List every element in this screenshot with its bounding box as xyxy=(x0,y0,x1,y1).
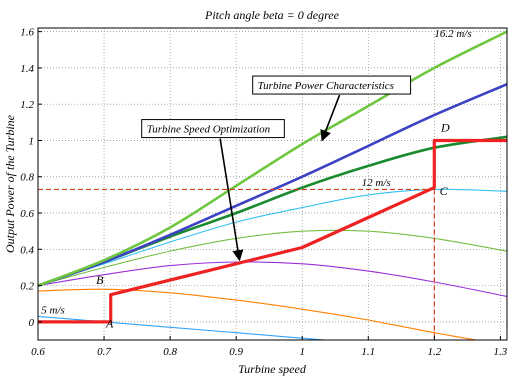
y-tick-label: 0.8 xyxy=(20,172,34,184)
plot-frame xyxy=(37,27,508,341)
x-tick-label: 0.8 xyxy=(163,346,177,358)
series-line-8 xyxy=(38,30,507,287)
annotation-label: 12 m/s xyxy=(362,177,391,189)
x-tick-label: 1.2 xyxy=(427,346,441,358)
annotation-label: 5 m/s xyxy=(41,305,65,317)
y-tick-label: 0.4 xyxy=(20,244,34,256)
x-tick-label: 1 xyxy=(299,346,305,358)
x-tick-label: 1.3 xyxy=(494,346,508,358)
x-axis-ticks: 0.6 0.7 0.8 0.9 1 1.1 1.2 1.3 xyxy=(31,336,508,358)
point-label: C xyxy=(440,184,449,198)
annotation-layer: 16.2 m/s 12 m/s 5 m/s Turbine Power Charact… xyxy=(41,28,471,317)
annotation-box xyxy=(252,75,412,95)
series-line-5 xyxy=(38,188,507,287)
series-line-7 xyxy=(38,83,507,287)
point-label: D xyxy=(440,120,450,134)
series-line-3 xyxy=(38,261,507,298)
y-tick-label: 0.2 xyxy=(20,281,34,293)
annotation-arrow xyxy=(219,138,244,262)
series-line-4 xyxy=(38,229,507,287)
point-label: B xyxy=(96,273,104,287)
chart-title: Pitch angle beta = 0 degree xyxy=(204,8,340,22)
y-tick-label: 0 xyxy=(29,317,35,329)
annotation-label: Turbine Speed Optimization xyxy=(147,124,271,136)
annotation-label: 16.2 m/s xyxy=(434,28,471,40)
series-line-2 xyxy=(38,288,479,340)
x-tick-label: 0.7 xyxy=(97,346,111,358)
series-line-6 xyxy=(38,135,507,287)
x-tick-label: 0.9 xyxy=(229,346,243,358)
y-tick-label: 1.2 xyxy=(20,99,34,111)
point-label: A xyxy=(105,316,114,330)
y-tick-label: 1.4 xyxy=(20,63,34,75)
annotation-box xyxy=(141,119,285,139)
y-axis-ticks: 0 0.2 0.4 0.6 0.8 1 1.2 1.4 1.6 xyxy=(20,27,42,329)
reference-layer xyxy=(38,188,435,340)
grid xyxy=(37,28,507,340)
x-axis-label: Turbine speed xyxy=(238,362,307,376)
annotation-arrow xyxy=(320,94,341,142)
series-line-9 xyxy=(38,138,507,324)
point-label-layer: A B C D xyxy=(96,120,450,330)
y-axis-label: Output Power of the Turbine xyxy=(3,114,17,253)
x-tick-label: 0.6 xyxy=(31,346,45,358)
y-tick-label: 0.6 xyxy=(20,208,34,220)
series-layer xyxy=(38,30,507,340)
x-tick-label: 1.1 xyxy=(361,346,375,358)
annotation-label: Turbine Power Characteristics xyxy=(258,80,394,92)
y-tick-label: 1 xyxy=(29,135,35,147)
y-tick-label: 1.6 xyxy=(20,27,34,39)
